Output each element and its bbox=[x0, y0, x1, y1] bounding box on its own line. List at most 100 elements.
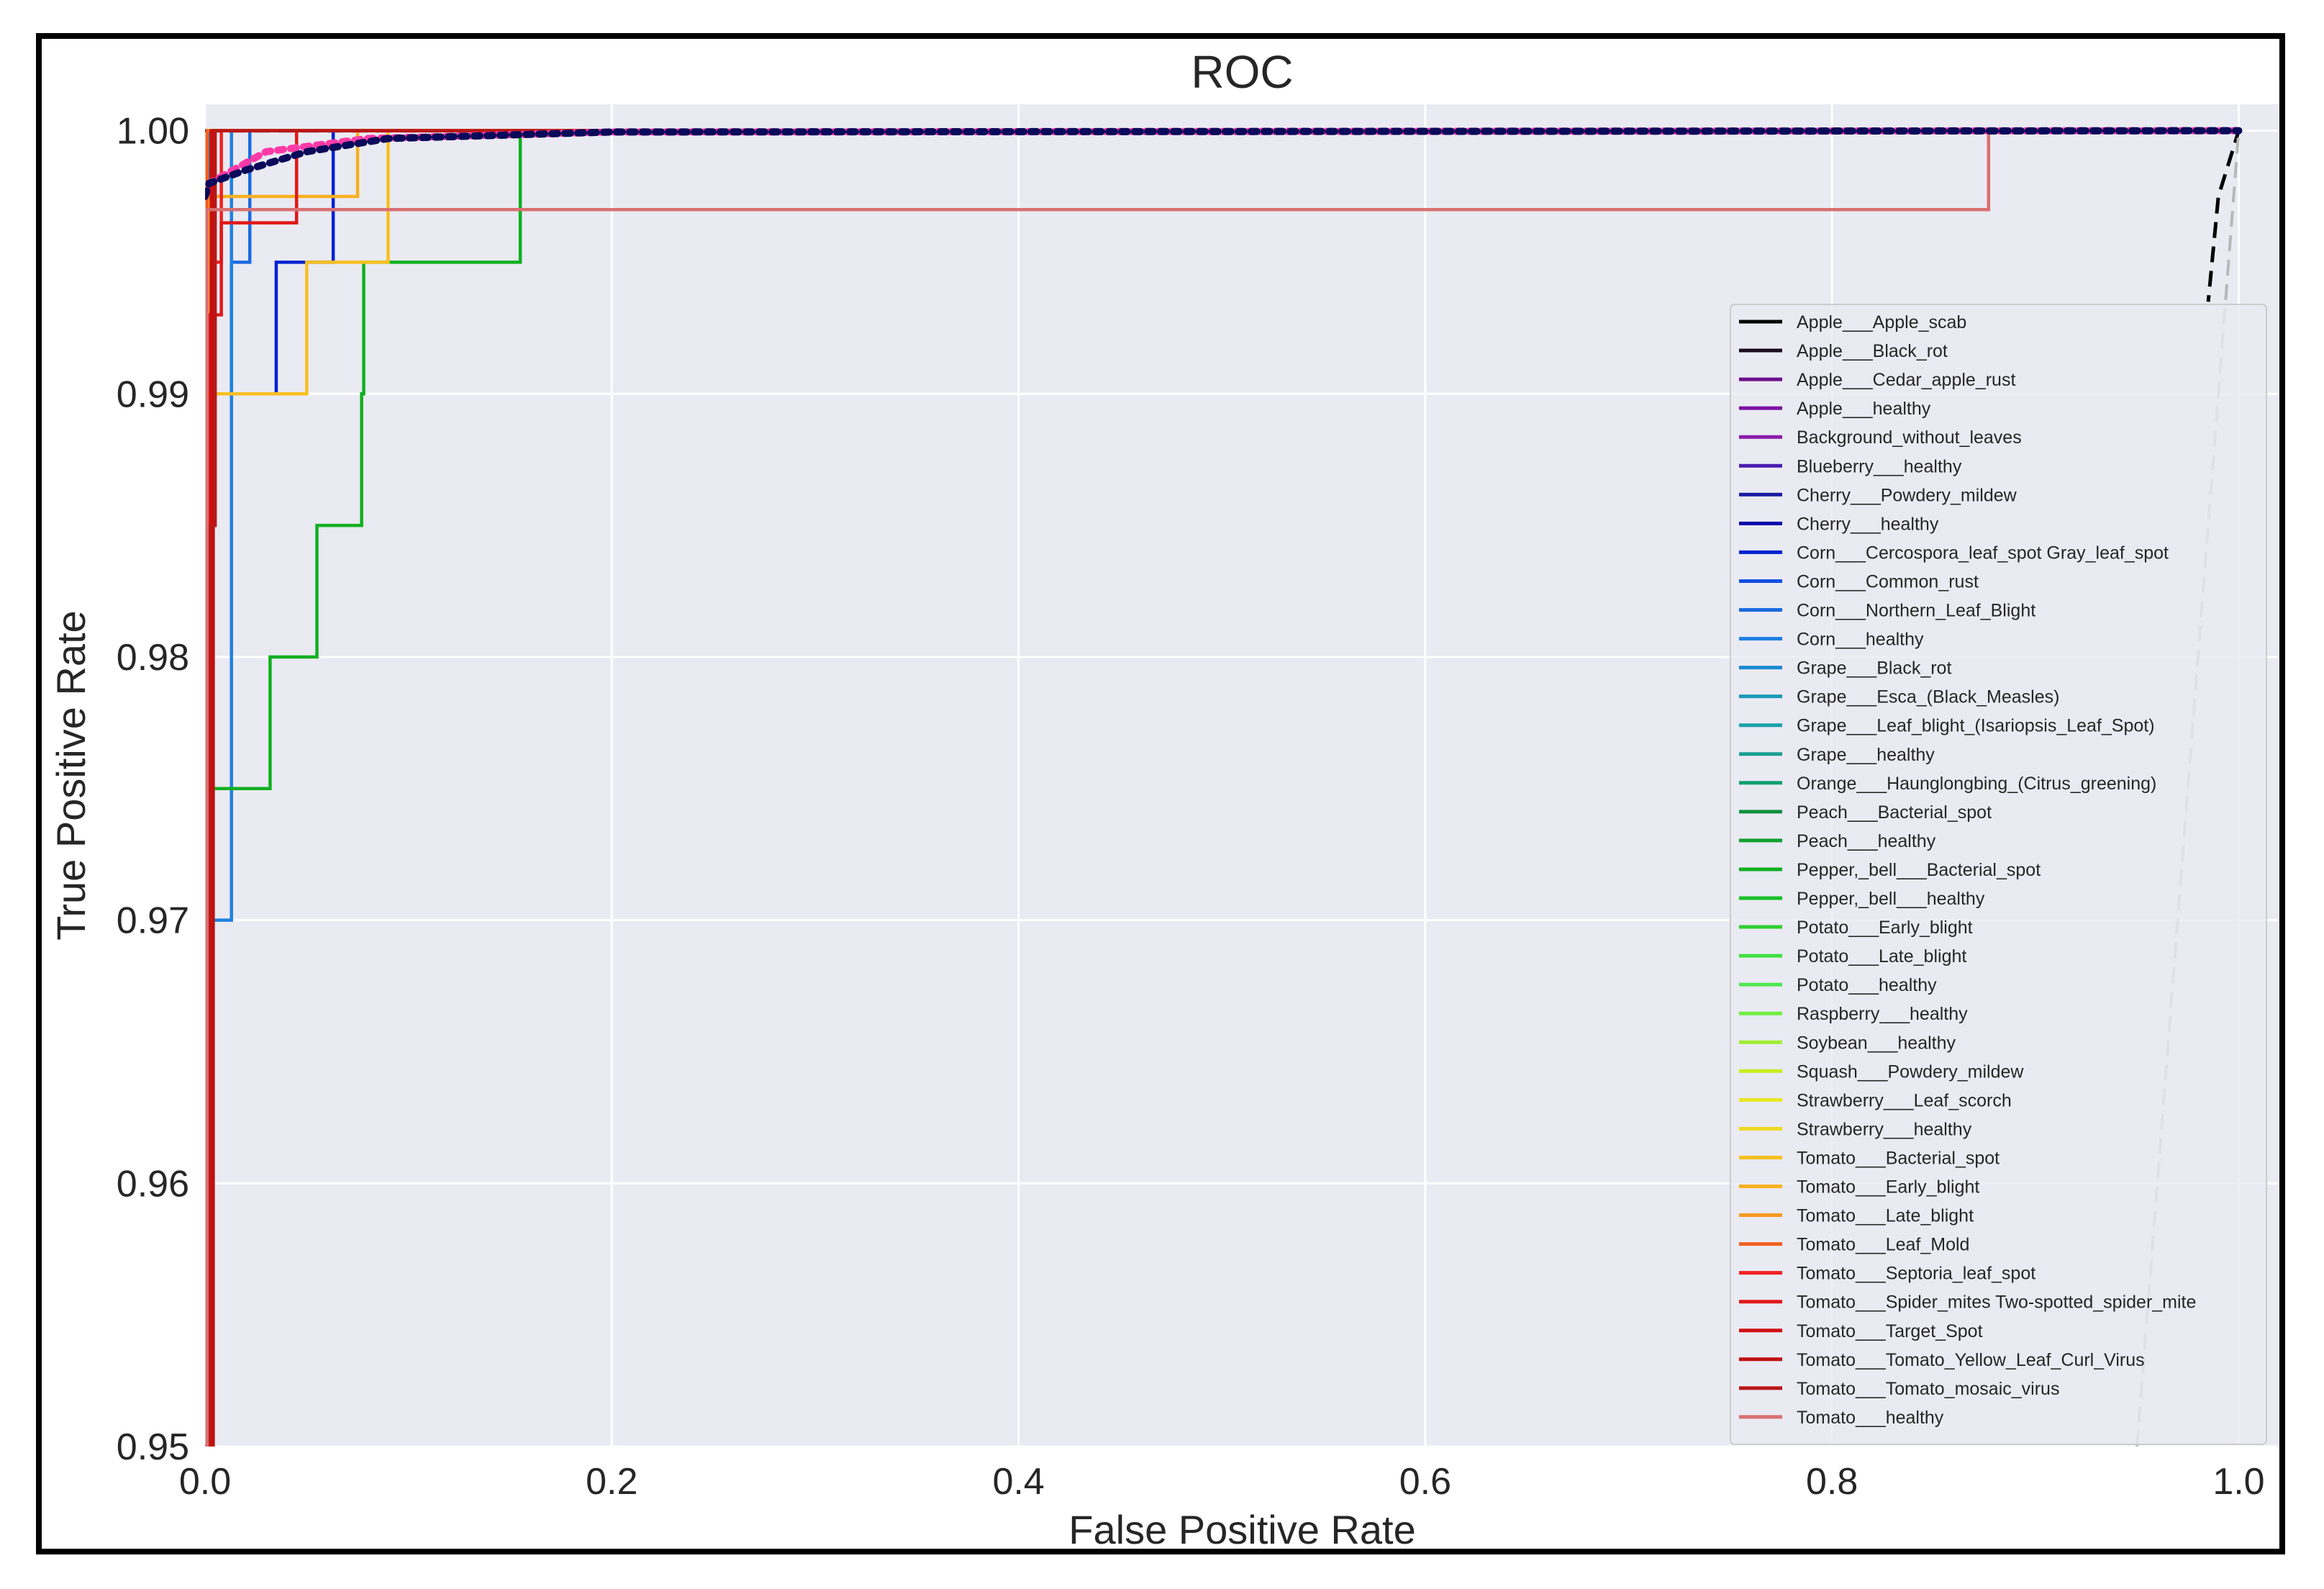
legend-label: Tomato___Target_Spot bbox=[1797, 1321, 1983, 1341]
legend-label: Peach___Bacterial_spot bbox=[1797, 802, 1992, 823]
legend-item: Apple___Apple_scab bbox=[1739, 312, 1966, 332]
legend-item: Tomato___Late_blight bbox=[1739, 1206, 1974, 1226]
legend-item: Grape___healthy bbox=[1739, 745, 1935, 765]
y-tick-label: 1.00 bbox=[117, 111, 189, 153]
average-line-macro-average bbox=[205, 127, 2243, 200]
legend-label: Tomato___healthy bbox=[1797, 1408, 1944, 1428]
x-axis-label: False Positive Rate bbox=[1068, 1507, 1415, 1552]
legend-item: Tomato___Early_blight bbox=[1739, 1177, 1979, 1198]
legend-item: Corn___Cercospora_leaf_spot Gray_leaf_sp… bbox=[1739, 543, 2169, 563]
legend-item: Soybean___healthy bbox=[1739, 1033, 1956, 1053]
legend-item: Peach___Bacterial_spot bbox=[1739, 802, 1992, 823]
legend-label: Potato___Late_blight bbox=[1797, 946, 1966, 966]
legend-item: Potato___Late_blight bbox=[1739, 946, 1966, 966]
legend-label: Strawberry___healthy bbox=[1797, 1119, 1972, 1139]
legend-label: Squash___Powdery_mildew bbox=[1797, 1061, 2024, 1082]
legend-item: Tomato___Target_Spot bbox=[1739, 1321, 1983, 1341]
legend-box bbox=[1730, 304, 2267, 1445]
legend-item: Apple___healthy bbox=[1739, 399, 1931, 419]
legend-label: Cherry___healthy bbox=[1797, 514, 1939, 534]
legend-label: Pepper,_bell___healthy bbox=[1797, 889, 1985, 909]
legend-item: Grape___Esca_(Black_Measles) bbox=[1739, 687, 2059, 707]
legend-label: Raspberry___healthy bbox=[1797, 1004, 1968, 1024]
legend-item: Raspberry___healthy bbox=[1739, 1004, 1968, 1024]
legend-label: Grape___Leaf_blight_(Isariopsis_Leaf_Spo… bbox=[1797, 716, 2155, 736]
legend-item: Grape___Black_rot bbox=[1739, 658, 1951, 679]
legend-item: Tomato___Tomato_mosaic_virus bbox=[1739, 1379, 2059, 1399]
legend-item: Pepper,_bell___Bacterial_spot bbox=[1739, 860, 2041, 880]
legend-label: Tomato___Tomato_mosaic_virus bbox=[1797, 1379, 2059, 1399]
y-tick-label: 0.97 bbox=[117, 900, 189, 942]
legend-item: Corn___healthy bbox=[1739, 630, 1924, 650]
legend-item: Background_without_leaves bbox=[1739, 427, 2022, 448]
y-tick-label: 0.95 bbox=[117, 1426, 189, 1468]
legend-label: Grape___Black_rot bbox=[1797, 658, 1951, 679]
y-tick-label: 0.98 bbox=[117, 637, 189, 679]
legend-label: Potato___Early_blight bbox=[1797, 918, 1973, 938]
legend-label: Corn___healthy bbox=[1797, 630, 1924, 650]
tick-labels: 0.0 0.2 0.4 0.6 0.8 1.0 0.95 0.96 0.97 0.98 0.99 1.… bbox=[117, 111, 2265, 1503]
legend-item: Apple___Black_rot bbox=[1739, 341, 1948, 361]
legend-label: Orange___Haunglongbing_(Citrus_greening) bbox=[1797, 774, 2156, 794]
legend-label: Peach___healthy bbox=[1797, 831, 1936, 851]
x-tick-label: 0.0 bbox=[179, 1461, 231, 1503]
legend-item: Pepper,_bell___healthy bbox=[1739, 889, 1985, 909]
legend-item: Tomato___Leaf_Mold bbox=[1739, 1235, 1969, 1255]
legend-item: Grape___Leaf_blight_(Isariopsis_Leaf_Spo… bbox=[1739, 716, 2155, 736]
legend-item: Tomato___Tomato_Yellow_Leaf_Curl_Virus bbox=[1739, 1350, 2145, 1370]
legend-item: Squash___Powdery_mildew bbox=[1739, 1061, 2024, 1082]
legend-label: Potato___healthy bbox=[1797, 975, 1937, 995]
x-tick-label: 0.8 bbox=[1806, 1461, 1858, 1503]
legend-item: Tomato___Septoria_leaf_spot bbox=[1739, 1264, 2035, 1284]
legend-item: Tomato___healthy bbox=[1739, 1408, 1944, 1428]
y-axis-label: True Positive Rate bbox=[48, 610, 94, 941]
legend-label: Tomato___Bacterial_spot bbox=[1797, 1148, 2000, 1168]
x-tick-label: 0.6 bbox=[1399, 1461, 1451, 1503]
legend-label: Corn___Common_rust bbox=[1797, 571, 1979, 592]
legend-item: Apple___Cedar_apple_rust bbox=[1739, 370, 2015, 390]
legend-label: Apple___healthy bbox=[1797, 399, 1931, 419]
legend-label: Grape___healthy bbox=[1797, 745, 1935, 765]
legend-item: Strawberry___Leaf_scorch bbox=[1739, 1090, 2012, 1110]
legend-label: Pepper,_bell___Bacterial_spot bbox=[1797, 860, 2041, 880]
legend-item: Orange___Haunglongbing_(Citrus_greening) bbox=[1739, 774, 2156, 794]
legend-label: Grape___Esca_(Black_Measles) bbox=[1797, 687, 2059, 707]
legend-item: Tomato___Bacterial_spot bbox=[1739, 1148, 2000, 1168]
legend-label: Tomato___Early_blight bbox=[1797, 1177, 1979, 1198]
legend-item: Strawberry___healthy bbox=[1739, 1119, 1972, 1139]
series-layer bbox=[205, 127, 2243, 1447]
legend-label: Tomato___Septoria_leaf_spot bbox=[1797, 1264, 2035, 1284]
legend-label: Corn___Cercospora_leaf_spot Gray_leaf_sp… bbox=[1797, 543, 2169, 563]
x-tick-label: 0.2 bbox=[586, 1461, 637, 1503]
legend-item: Cherry___healthy bbox=[1739, 514, 1939, 534]
legend-item: Tomato___Spider_mites Two-spotted_spider… bbox=[1739, 1293, 2196, 1313]
legend-label: Blueberry___healthy bbox=[1797, 456, 1962, 476]
legend-label: Corn___Northern_Leaf_Blight bbox=[1797, 601, 2035, 621]
legend-items: Apple___Apple_scab Apple___Black_rot Apple… bbox=[1739, 312, 2196, 1428]
legend-label: Apple___Black_rot bbox=[1797, 341, 1948, 361]
legend-label: Apple___Apple_scab bbox=[1797, 312, 1966, 332]
legend-item: Corn___Northern_Leaf_Blight bbox=[1739, 601, 2035, 621]
legend-label: Cherry___Powdery_mildew bbox=[1797, 485, 2017, 505]
chart-title: ROC bbox=[1191, 46, 1293, 98]
x-tick-label: 0.4 bbox=[992, 1461, 1044, 1503]
legend-label: Tomato___Spider_mites Two-spotted_spider… bbox=[1797, 1293, 2196, 1313]
legend-item: Peach___healthy bbox=[1739, 831, 1936, 851]
legend-label: Soybean___healthy bbox=[1797, 1033, 1956, 1053]
x-tick-label: 1.0 bbox=[2212, 1461, 2264, 1503]
legend-label: Strawberry___Leaf_scorch bbox=[1797, 1090, 2012, 1110]
legend: Apple___Apple_scab Apple___Black_rot Apple… bbox=[1730, 304, 2267, 1445]
legend-label: Apple___Cedar_apple_rust bbox=[1797, 370, 2015, 390]
legend-item: Cherry___Powdery_mildew bbox=[1739, 485, 2017, 505]
legend-label: Tomato___Leaf_Mold bbox=[1797, 1235, 1969, 1255]
y-tick-label: 0.96 bbox=[117, 1163, 189, 1205]
legend-label: Tomato___Tomato_Yellow_Leaf_Curl_Virus bbox=[1797, 1350, 2145, 1370]
y-tick-label: 0.99 bbox=[117, 374, 189, 415]
legend-item: Corn___Common_rust bbox=[1739, 571, 1979, 592]
legend-label: Tomato___Late_blight bbox=[1797, 1206, 1974, 1226]
roc-series-line bbox=[205, 129, 2239, 1447]
legend-item: Potato___Early_blight bbox=[1739, 918, 1973, 938]
legend-item: Potato___healthy bbox=[1739, 975, 1937, 995]
legend-item: Blueberry___healthy bbox=[1739, 456, 1962, 476]
